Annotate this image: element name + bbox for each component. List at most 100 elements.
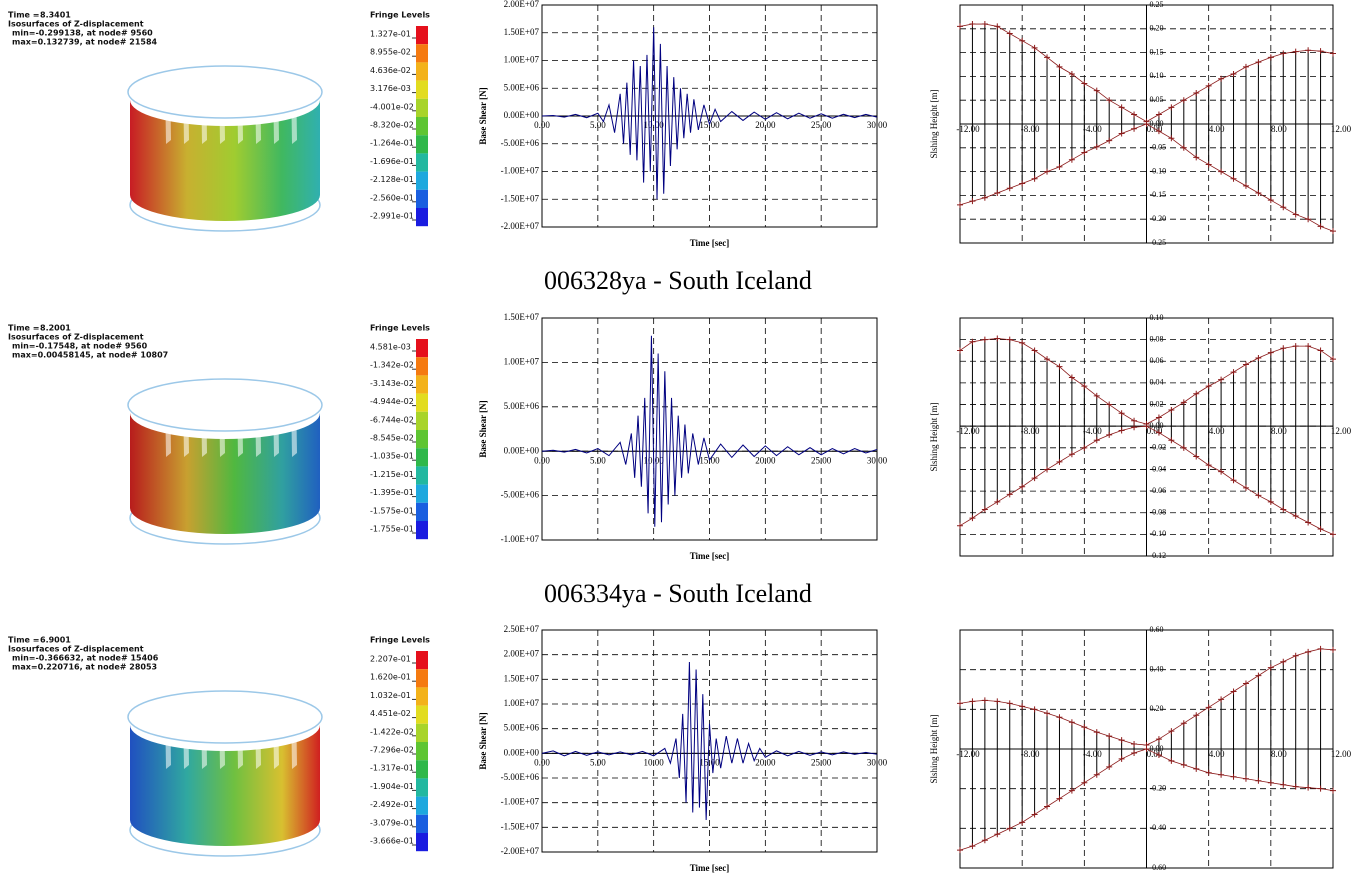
y-tick-label: 0.05 [1150, 95, 1164, 104]
fringe-swatch [416, 44, 428, 62]
fringe-swatch [416, 778, 428, 796]
x-tick-label: 20.00 [755, 757, 776, 767]
fin-gap [183, 701, 189, 769]
fringe-swatch [416, 669, 428, 687]
max-text: max=0.132739, at node# 21584 [12, 38, 158, 47]
fin-gap [237, 76, 243, 144]
y-tick-label: 0.08 [1150, 334, 1164, 343]
fringe-swatch [416, 706, 428, 724]
x-tick-label: 0.00 [534, 455, 550, 465]
y-tick-label: -2.00E+07 [501, 221, 540, 231]
fin-gap [201, 76, 207, 144]
fringe-level: -1.904e-01 [370, 782, 414, 791]
y-tick-label: -0.08 [1150, 508, 1167, 517]
x-tick-label: -8.00 [1021, 426, 1040, 436]
fringe-swatch [416, 412, 428, 430]
y-tick-label: 0.15 [1150, 47, 1164, 56]
x-axis-label: Time [sec] [690, 551, 730, 561]
fringe-swatch [416, 339, 428, 357]
min-text: min=-0.299138, at node# 9560 [12, 29, 153, 38]
max-text: max=0.220716, at node# 28053 [12, 663, 157, 672]
fin-gap [237, 389, 243, 457]
y-tick-label: 5.00E+06 [504, 723, 540, 733]
caption: 006334ya - South Iceland [544, 579, 812, 608]
fringe-swatch [416, 815, 428, 833]
x-tick-label: 4.00 [1209, 749, 1225, 759]
fringe-title: Fringe Levels [370, 11, 430, 20]
y-tick-label: -1.00E+07 [501, 166, 540, 176]
fin-gap [219, 76, 225, 144]
fringe-level: -1.395e-01 [370, 488, 414, 497]
time-label: Time = [8, 324, 39, 333]
y-tick-label: 1.50E+07 [504, 312, 540, 322]
y-tick-label: 0.00E+00 [504, 747, 540, 757]
fringe-level: 1.620e-01 [370, 673, 411, 682]
x-tick-label: 15.00 [699, 757, 720, 767]
x-tick-label: 30.00 [867, 455, 888, 465]
fin-gap [201, 389, 207, 457]
x-tick-label: 5.00 [590, 455, 606, 465]
x-tick-label: 20.00 [755, 120, 776, 130]
y-tick-label: 1.00E+07 [504, 356, 540, 366]
min-text: min=-0.17548, at node# 9560 [12, 342, 148, 351]
x-tick-label: 4.00 [1209, 124, 1225, 134]
fringe-swatch [416, 62, 428, 80]
y-tick-label: 1.00E+07 [504, 698, 540, 708]
fin-gap [255, 701, 261, 769]
fin-gap [201, 701, 207, 769]
fin-gap [183, 76, 189, 144]
x-axis-label: Time [sec] [690, 863, 730, 873]
x-tick-label: 25.00 [811, 120, 832, 130]
fringe-level: -1.755e-01 [370, 525, 414, 534]
heading: Isosurfaces of Z-displacement [8, 645, 144, 654]
y-tick-label: -0.20 [1150, 783, 1167, 792]
x-tick-label: 8.00 [1271, 124, 1287, 134]
y-tick-label: 0.20 [1150, 704, 1164, 713]
y-axis-label: Slshing Height [m] [929, 402, 939, 471]
fringe-swatch [416, 26, 428, 44]
fringe-level: -3.143e-02 [370, 379, 414, 388]
x-tick-label: 5.00 [590, 757, 606, 767]
fringe-level: 4.636e-02 [370, 66, 411, 75]
fringe-swatch [416, 466, 428, 484]
fin-gap [255, 389, 261, 457]
fringe-title: Fringe Levels [370, 324, 430, 333]
time-value: 6.9001 [40, 636, 71, 645]
fringe-swatch [416, 724, 428, 742]
y-tick-label: 2.00E+07 [504, 649, 540, 659]
y-tick-label: 1.00E+07 [504, 55, 540, 65]
fringe-level: -3.079e-01 [370, 818, 414, 827]
y-tick-label: 1.50E+07 [504, 27, 540, 37]
time-value: 8.2001 [40, 324, 71, 333]
x-tick-label: 25.00 [811, 757, 832, 767]
min-text: min=-0.366632, at node# 15406 [12, 654, 159, 663]
y-tick-label: -1.00E+07 [501, 797, 540, 807]
fringe-level: -1.696e-01 [370, 157, 414, 166]
y-tick-label: 1.50E+07 [504, 673, 540, 683]
fin-gap [165, 701, 171, 769]
x-tick-label: 4.00 [1209, 426, 1225, 436]
fringe-swatch [416, 208, 428, 226]
fringe-swatch [416, 117, 428, 135]
y-tick-label: -1.00E+07 [501, 534, 540, 544]
fringe-level: -8.545e-02 [370, 434, 414, 443]
y-axis-label: Base Shear [N] [478, 400, 488, 457]
fringe-swatch [416, 190, 428, 208]
x-tick-label: 12.00 [1331, 124, 1352, 134]
x-tick-label: 30.00 [867, 757, 888, 767]
fin-gap [219, 701, 225, 769]
fringe-level: -3.666e-01 [370, 837, 414, 846]
fin-gap [273, 701, 279, 769]
fringe-level: -6.744e-02 [370, 415, 414, 424]
y-tick-label: 0.40 [1150, 664, 1164, 673]
y-tick-label: 2.00E+07 [504, 0, 540, 9]
x-tick-label: -4.00 [1083, 749, 1102, 759]
fringe-level: 3.176e-03 [370, 84, 411, 93]
fin-gap [255, 76, 261, 144]
x-tick-label: 0.00 [534, 120, 550, 130]
max-text: max=0.00458145, at node# 10807 [12, 351, 168, 360]
x-tick-label: 30.00 [867, 120, 888, 130]
fringe-swatch [416, 687, 428, 705]
y-tick-label: 0.10 [1150, 313, 1164, 322]
fringe-level: -7.296e-02 [370, 746, 414, 755]
